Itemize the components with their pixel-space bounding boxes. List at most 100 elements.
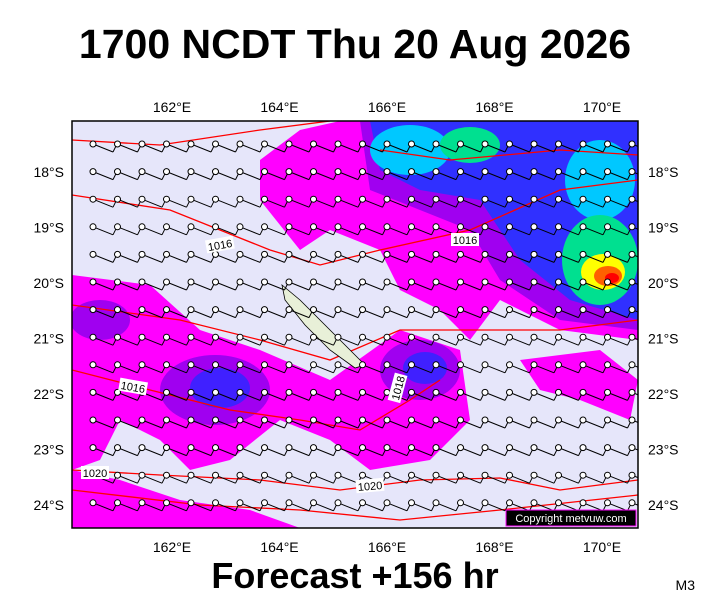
isobar-label-box <box>387 372 408 404</box>
barb-shaft <box>215 364 236 374</box>
barb-shaft <box>117 226 138 236</box>
barb-shaft <box>264 391 285 401</box>
barb-shaft <box>460 447 481 457</box>
barb-shaft <box>288 502 310 512</box>
barb-station <box>457 168 464 176</box>
barb-station <box>163 333 170 341</box>
barb-station <box>114 499 121 507</box>
barb-station <box>481 195 489 203</box>
barb-station <box>359 278 366 286</box>
barb-station <box>604 306 611 314</box>
barb-shaft <box>117 447 138 457</box>
isobar-label-text: 1016 <box>120 380 146 396</box>
barb-shaft <box>631 281 638 285</box>
barb-station <box>408 223 415 231</box>
barb-shaft <box>313 253 334 263</box>
barb-station <box>187 250 195 258</box>
barb-shaft <box>313 281 334 291</box>
barb-shaft <box>435 253 457 263</box>
barb-shaft <box>141 226 163 236</box>
barb-station <box>530 278 538 286</box>
barb-shaft <box>117 419 138 429</box>
barb-shaft <box>631 419 638 423</box>
latitude-label: 22°S <box>648 386 679 402</box>
barb-shaft <box>607 171 628 181</box>
barb-station <box>530 223 538 231</box>
barb-shaft <box>117 391 138 401</box>
barb-station <box>187 278 195 286</box>
barb-shaft <box>509 198 530 208</box>
barb-shaft <box>631 226 638 230</box>
barb-shaft <box>190 336 212 346</box>
barb-shaft <box>337 281 359 291</box>
barb-station <box>334 444 342 452</box>
barb-shaft <box>582 226 604 236</box>
barb-station <box>555 278 562 286</box>
barb-station <box>261 140 268 148</box>
barb-feather <box>652 144 656 152</box>
barb-shaft <box>288 391 310 401</box>
barb-station <box>408 388 415 396</box>
barb-station <box>334 140 342 148</box>
barb-station <box>457 416 464 424</box>
barb-shaft <box>264 198 285 208</box>
barb-shaft <box>264 281 285 291</box>
barb-station <box>334 306 342 314</box>
barb-shaft <box>362 391 383 401</box>
barb-station <box>236 140 244 148</box>
barb-shaft <box>631 143 638 147</box>
barb-shaft <box>533 447 555 457</box>
barb-shaft <box>484 253 506 263</box>
barb-shaft <box>607 502 628 512</box>
barb-shaft <box>582 281 604 291</box>
barb-shaft <box>558 391 579 401</box>
barb-shaft <box>631 474 638 479</box>
barb-shaft <box>484 364 506 374</box>
barb-station <box>481 333 489 341</box>
barb-station <box>579 250 587 258</box>
barb-station <box>261 416 268 424</box>
barb-shaft <box>631 502 638 506</box>
barb-station <box>236 444 244 452</box>
barb-shaft <box>264 502 285 512</box>
barb-shaft <box>239 281 261 291</box>
longitude-label: 170°E <box>583 99 621 115</box>
barb-shaft <box>166 419 187 429</box>
isobar-label: 1016 <box>118 377 149 396</box>
barb-station <box>481 416 489 424</box>
barb-shaft <box>264 171 285 181</box>
barb-station <box>261 444 268 452</box>
barb-shaft <box>92 447 114 457</box>
barb-station <box>334 416 342 424</box>
barb-shaft <box>411 336 432 346</box>
barb-station <box>163 195 170 203</box>
barb-station <box>359 223 366 231</box>
barb-shaft <box>509 143 530 153</box>
barb-station <box>383 168 391 176</box>
barb-shaft <box>141 143 163 153</box>
barb-station <box>383 499 391 507</box>
barb-station <box>114 195 121 203</box>
latitude-label: 18°S <box>648 164 679 180</box>
barb-shaft <box>386 171 408 181</box>
barb-station <box>408 168 415 176</box>
barb-station <box>261 195 268 203</box>
barb-station <box>261 499 268 507</box>
barb-shaft <box>166 226 187 236</box>
barb-shaft <box>166 502 187 512</box>
barb-station <box>457 223 464 231</box>
barb-station <box>236 195 244 203</box>
barb-station <box>138 416 146 424</box>
barb-station <box>408 361 415 369</box>
barb-shaft <box>264 253 285 263</box>
barb-shaft <box>117 502 138 512</box>
barb-station <box>359 499 366 507</box>
barb-shaft <box>92 171 114 181</box>
barb-shaft <box>362 281 383 291</box>
barb-station <box>163 416 170 424</box>
barb-station <box>432 306 440 314</box>
barb-shaft <box>435 474 457 484</box>
barb-station <box>506 306 513 314</box>
barb-shaft <box>239 419 261 429</box>
barb-station <box>334 361 342 369</box>
